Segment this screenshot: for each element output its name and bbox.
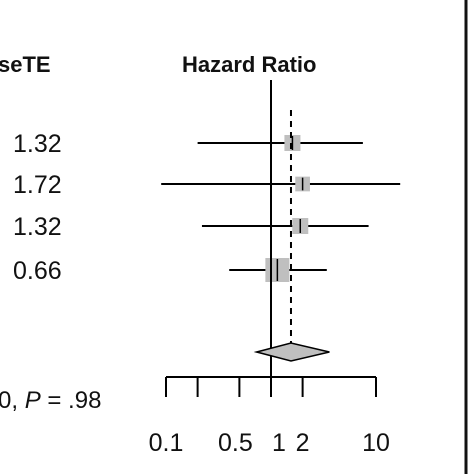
study-4-sete: 0.66 xyxy=(13,257,62,285)
heterogeneity-label: 0, P = .98 xyxy=(0,387,101,414)
heterogeneity-text-start: 0, xyxy=(0,387,25,414)
study-rows: 1.32 1.72 1.32 0.66 xyxy=(13,130,62,285)
plot-area xyxy=(161,80,401,376)
x-tick-label: 0.1 xyxy=(149,429,184,457)
heterogeneity-p-value: = .98 xyxy=(41,387,102,414)
study-3-sete: 1.32 xyxy=(13,213,62,241)
column-header-sete: seTE xyxy=(0,52,51,77)
pooled-diamond xyxy=(253,342,330,362)
x-axis: 0.1 0.5 1 2 10 xyxy=(149,376,390,457)
study-1-sete: 1.32 xyxy=(13,130,62,158)
x-tick-label: 2 xyxy=(296,429,310,457)
study-2-sete: 1.72 xyxy=(13,171,62,199)
column-header-hazard-ratio: Hazard Ratio xyxy=(182,52,316,77)
x-tick-label: 1 xyxy=(272,429,286,457)
x-tick-label: 10 xyxy=(362,429,390,457)
x-tick-label: 0.5 xyxy=(218,429,253,457)
heterogeneity-p-symbol: P xyxy=(25,387,41,414)
